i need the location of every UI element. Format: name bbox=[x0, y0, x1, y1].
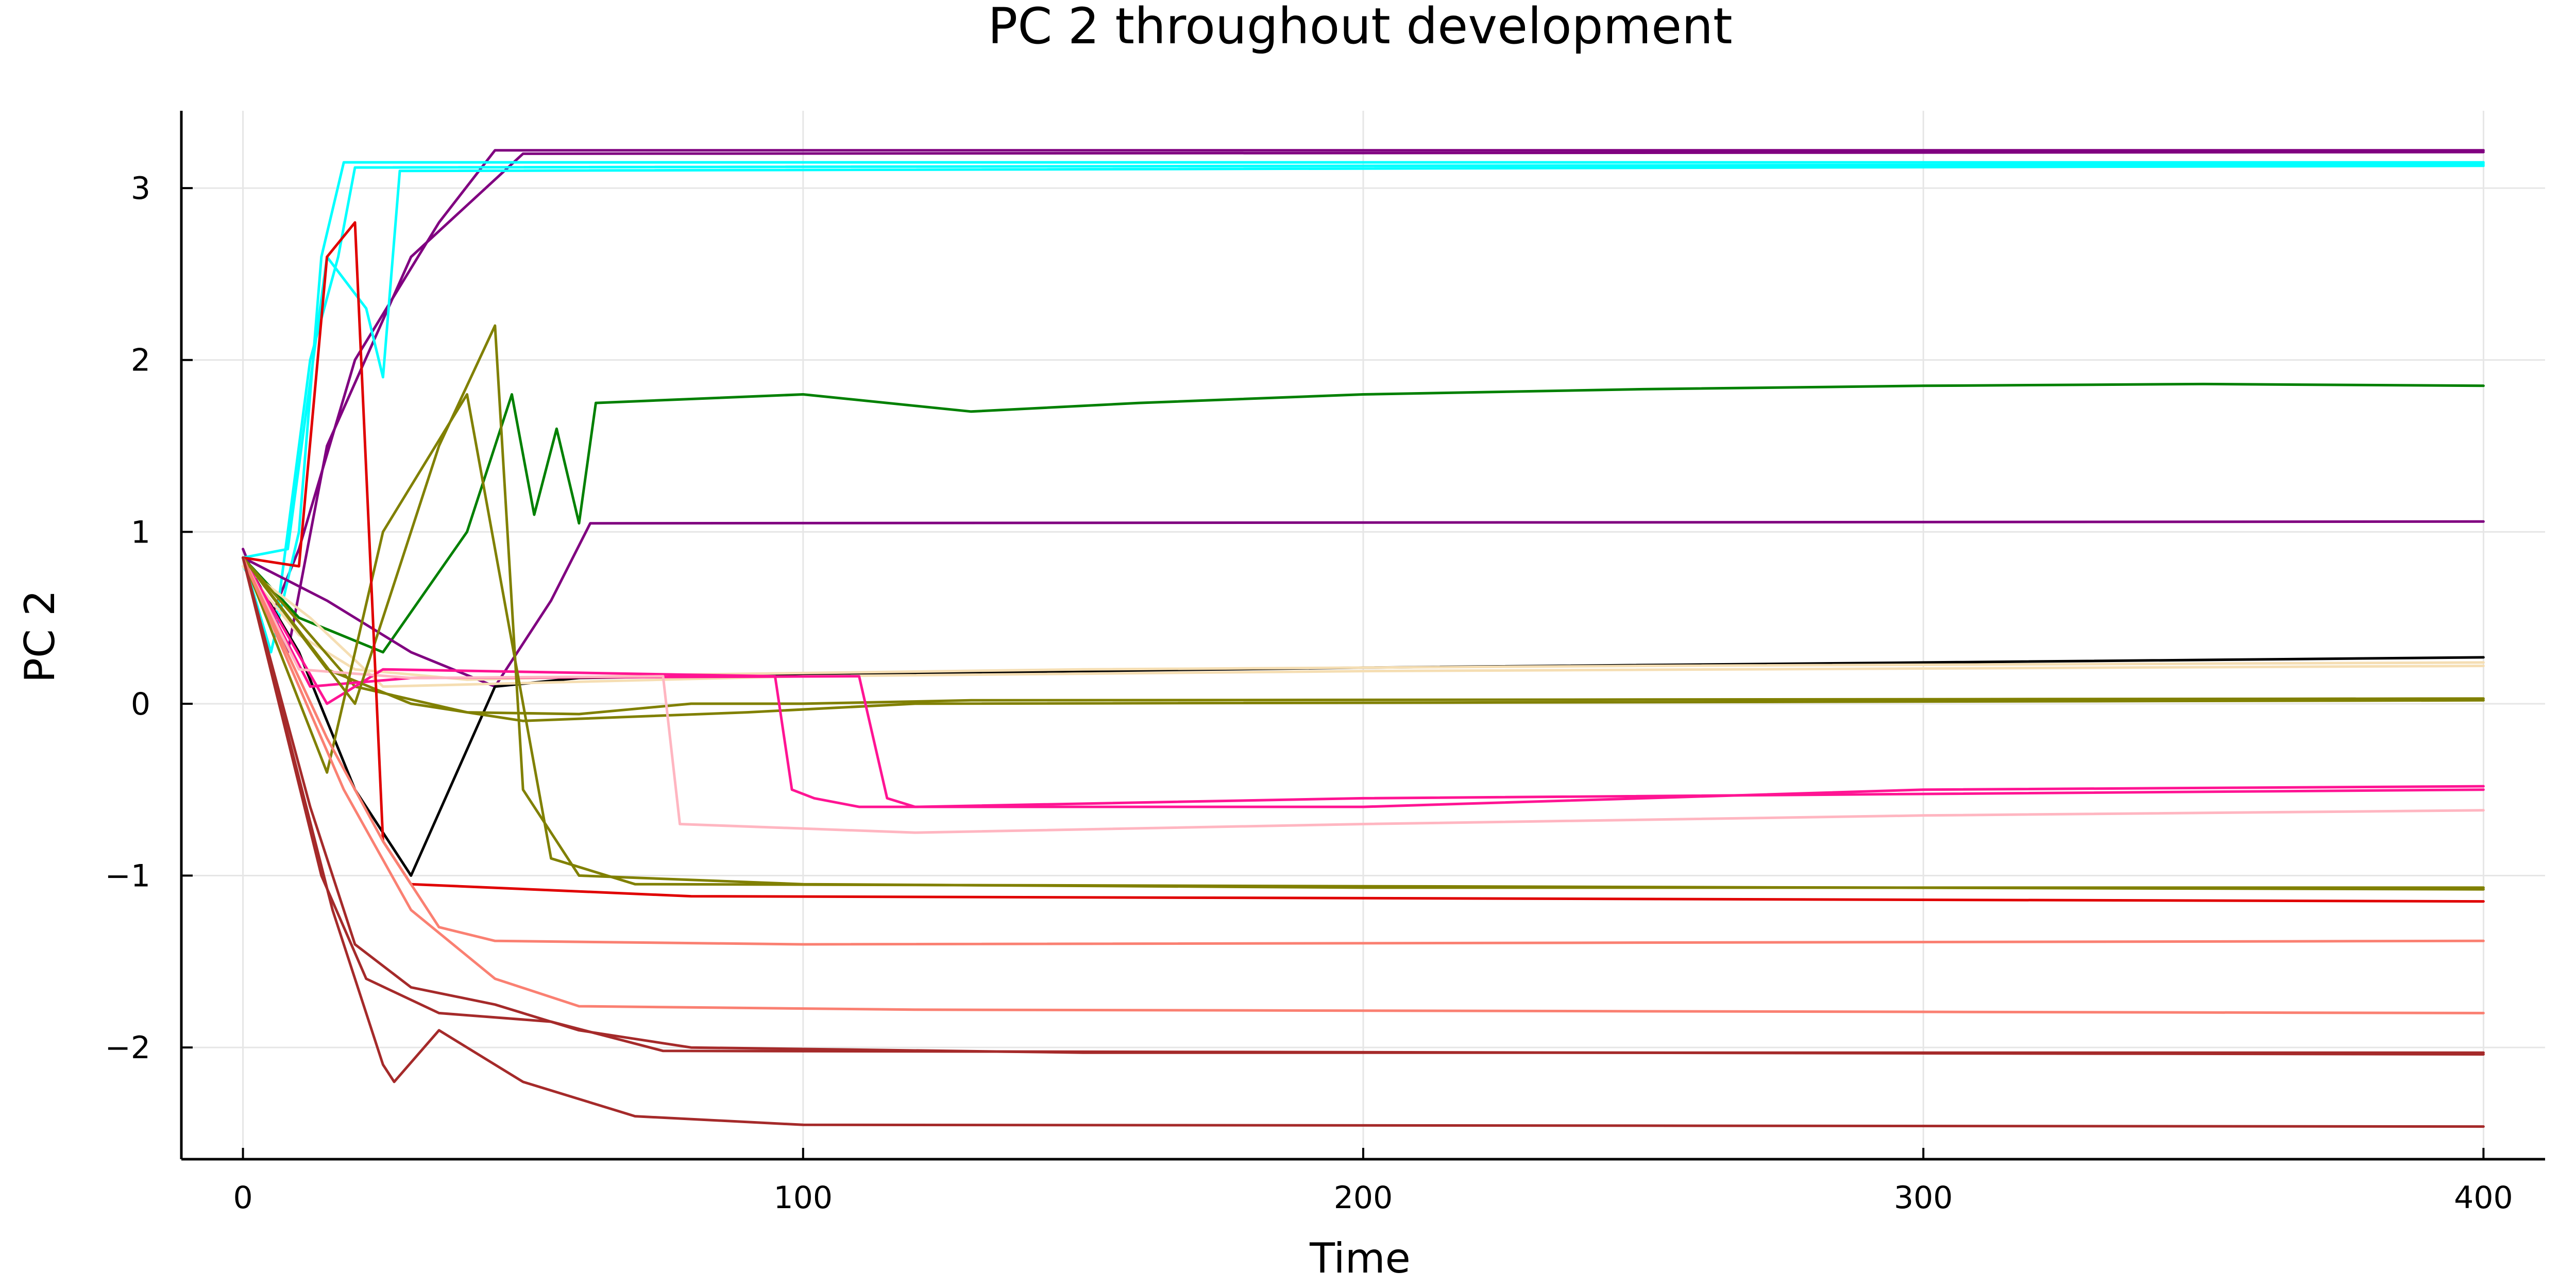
series-line-2 bbox=[242, 161, 2485, 654]
series-line-9 bbox=[242, 565, 2485, 688]
x-axis-label: Time bbox=[1309, 1234, 1411, 1282]
series-line-4 bbox=[242, 164, 2485, 559]
y-tick-label-4: 2 bbox=[131, 343, 150, 379]
x-tick-label-4: 400 bbox=[2454, 1180, 2513, 1216]
series-line-17 bbox=[242, 221, 2485, 903]
y-tick-label-5: 3 bbox=[131, 171, 150, 207]
series-line-22 bbox=[242, 556, 2485, 1128]
series-line-14 bbox=[242, 556, 2485, 834]
x-tick-label-0: 0 bbox=[233, 1180, 252, 1216]
chart-title: PC 2 throughout development bbox=[988, 0, 1732, 55]
series-line-5 bbox=[242, 382, 2485, 654]
series-line-18 bbox=[242, 556, 2485, 946]
x-tick-label-2: 200 bbox=[1334, 1180, 1393, 1216]
series-line-11 bbox=[242, 556, 2485, 722]
y-tick-label-2: 0 bbox=[131, 686, 150, 722]
series-line-13 bbox=[242, 556, 2485, 808]
series-line-21 bbox=[242, 556, 2485, 1056]
series-line-19 bbox=[242, 556, 2485, 1014]
x-tick-label-1: 100 bbox=[774, 1180, 833, 1216]
y-tick-label-3: 1 bbox=[131, 514, 150, 550]
series-line-10 bbox=[242, 556, 2485, 716]
grid bbox=[181, 111, 2545, 1159]
x-tick-label-3: 300 bbox=[1894, 1180, 1953, 1216]
y-axis-label: PC 2 bbox=[16, 590, 64, 683]
ticks: 0 100 200 300 400 −2 −1 0 1 2 3 bbox=[105, 171, 2513, 1216]
series-line-16 bbox=[242, 393, 2485, 891]
series-group bbox=[242, 149, 2485, 1128]
y-tick-label-1: −1 bbox=[105, 858, 150, 894]
y-tick-label-0: −2 bbox=[105, 1030, 150, 1066]
